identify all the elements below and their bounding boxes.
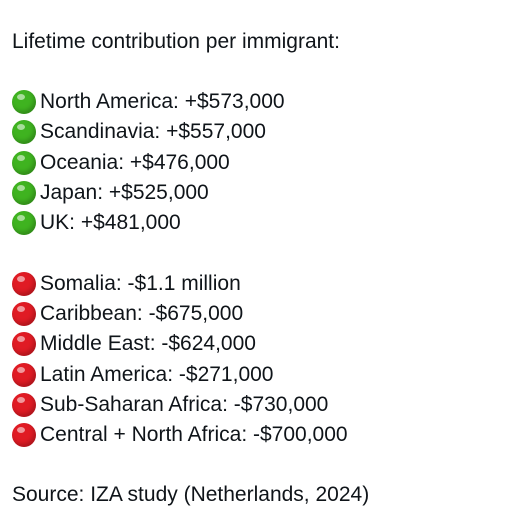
list-item-label: Scandinavia: +$557,000 — [40, 120, 266, 144]
list-item-label: Middle East: -$624,000 — [40, 332, 256, 356]
green-circle-icon — [12, 181, 36, 206]
positive-list: North America: +$573,000 Scandinavia: +$… — [12, 87, 500, 238]
list-item-label: Japan: +$525,000 — [40, 181, 209, 205]
list-item-label: Central + North Africa: -$700,000 — [40, 423, 348, 447]
green-circle-icon — [12, 120, 36, 145]
list-item: Central + North Africa: -$700,000 — [12, 420, 500, 450]
post-text: Lifetime contribution per immigrant: Nor… — [12, 27, 500, 510]
red-circle-icon — [12, 423, 36, 448]
red-circle-icon — [12, 392, 36, 417]
green-circle-icon — [12, 211, 36, 236]
list-item: Oceania: +$476,000 — [12, 148, 500, 178]
red-circle-icon — [12, 301, 36, 326]
list-item: Middle East: -$624,000 — [12, 329, 500, 359]
list-item-label: North America: +$573,000 — [40, 90, 285, 114]
list-item: Latin America: -$271,000 — [12, 359, 500, 389]
list-item: North America: +$573,000 — [12, 87, 500, 117]
list-item-label: Oceania: +$476,000 — [40, 150, 230, 174]
red-circle-icon — [12, 271, 36, 296]
list-item: Somalia: -$1.1 million — [12, 268, 500, 298]
red-circle-icon — [12, 362, 36, 387]
list-item-label: UK: +$481,000 — [40, 211, 181, 235]
list-item: Caribbean: -$675,000 — [12, 299, 500, 329]
green-circle-icon — [12, 150, 36, 175]
green-circle-icon — [12, 90, 36, 115]
red-circle-icon — [12, 332, 36, 357]
source-note: Source: IZA study (Netherlands, 2024) — [12, 483, 370, 507]
negative-list: Somalia: -$1.1 million Caribbean: -$675,… — [12, 268, 500, 450]
list-item: Sub-Saharan Africa: -$730,000 — [12, 390, 500, 420]
list-item: Japan: +$525,000 — [12, 178, 500, 208]
list-item-label: Latin America: -$271,000 — [40, 362, 274, 386]
list-item: UK: +$481,000 — [12, 208, 500, 238]
post-title: Lifetime contribution per immigrant: — [12, 30, 340, 53]
list-item-label: Somalia: -$1.1 million — [40, 271, 241, 295]
list-item-label: Caribbean: -$675,000 — [40, 301, 244, 325]
list-item-label: Sub-Saharan Africa: -$730,000 — [40, 392, 329, 416]
list-item: Scandinavia: +$557,000 — [12, 117, 500, 147]
